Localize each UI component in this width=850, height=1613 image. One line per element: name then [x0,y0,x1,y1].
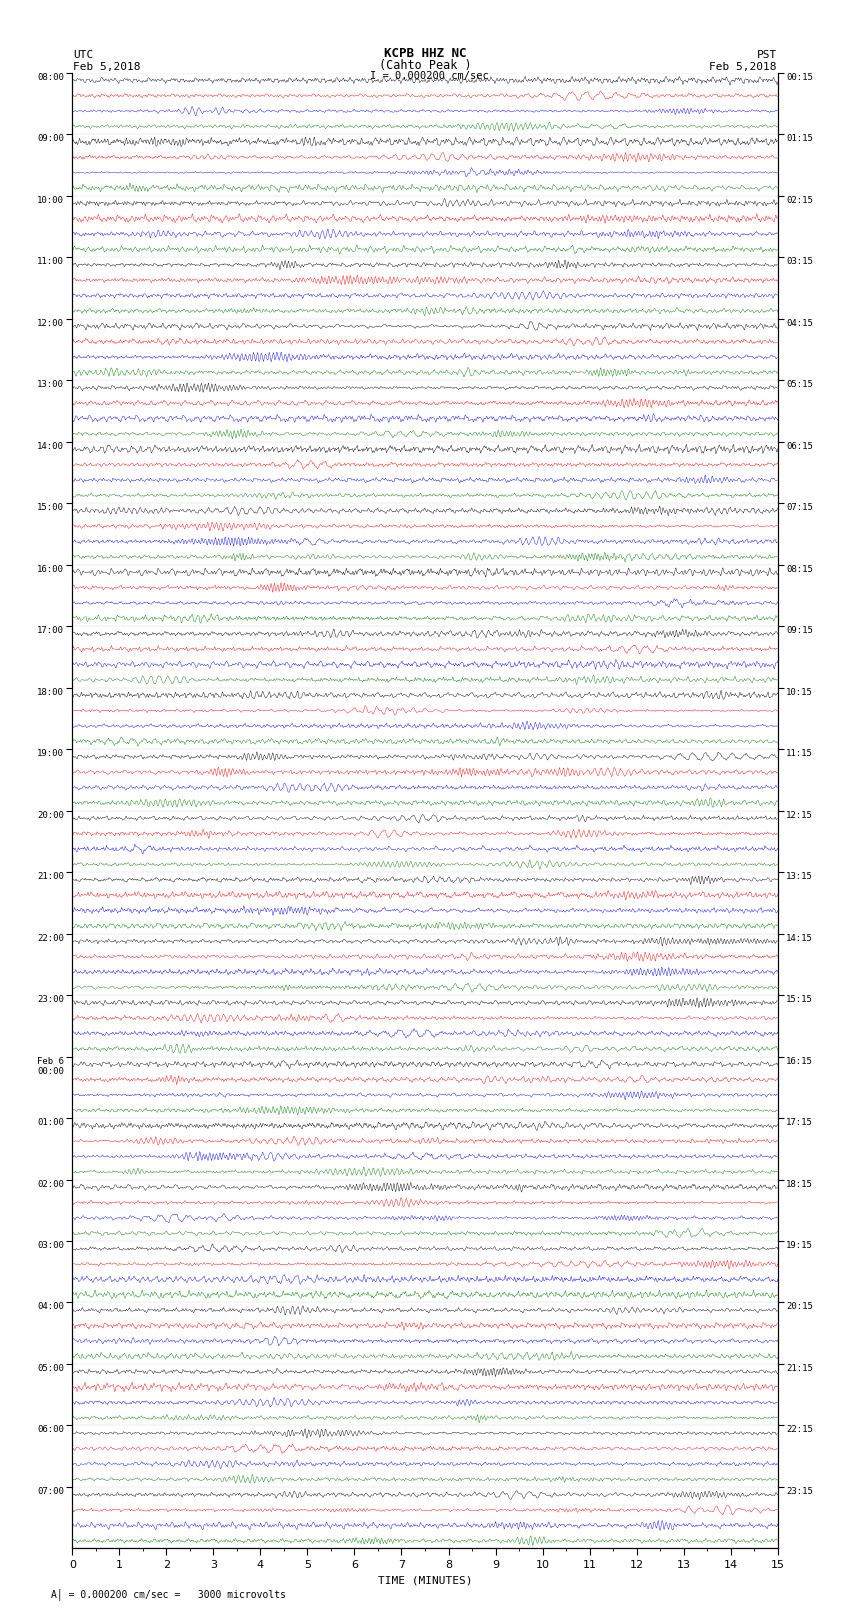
Text: (Cahto Peak ): (Cahto Peak ) [379,58,471,71]
Text: PST: PST [756,50,777,60]
Text: Feb 5,2018: Feb 5,2018 [710,61,777,71]
Text: I = 0.000200 cm/sec: I = 0.000200 cm/sec [370,71,489,82]
Text: Feb 5,2018: Feb 5,2018 [73,61,140,71]
Text: KCPB HHZ NC: KCPB HHZ NC [383,47,467,60]
Text: A│ = 0.000200 cm/sec =   3000 microvolts: A│ = 0.000200 cm/sec = 3000 microvolts [51,1589,286,1600]
X-axis label: TIME (MINUTES): TIME (MINUTES) [377,1576,473,1586]
Text: UTC: UTC [73,50,94,60]
